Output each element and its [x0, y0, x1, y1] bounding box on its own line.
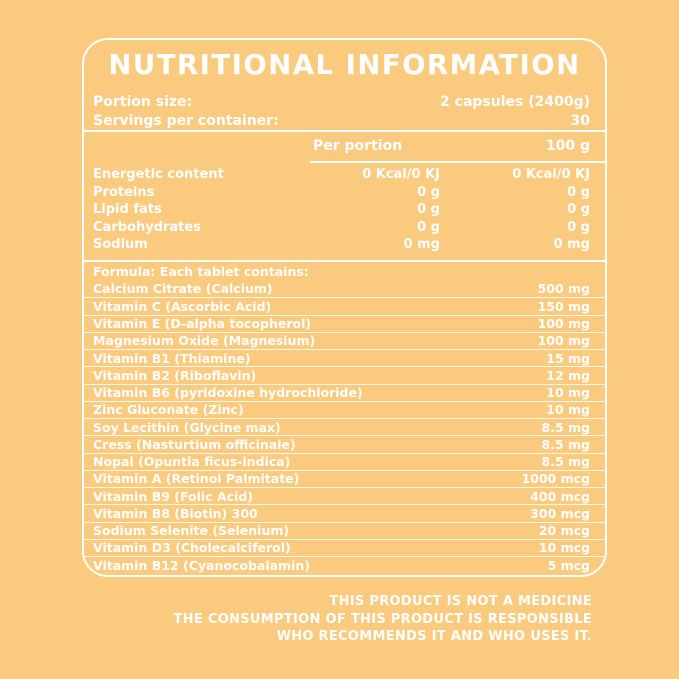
ingredient-label: Vitamin B8 (Biotin) 300 [93, 505, 258, 521]
disclaimer-line: WHO RECOMMENDS IT AND WHO USES IT. [276, 629, 592, 644]
formula-row: Vitamin B8 (Biotin) 300 300 mcg [84, 504, 605, 521]
nutrition-panel: NUTRITIONAL INFORMATION Portion size: 2 … [82, 38, 607, 577]
nutrient-label: Lipid fats [93, 202, 162, 217]
formula-row: Zinc Gluconate (Zinc) 10 mg [84, 400, 605, 418]
column-header-per-portion: Per portion [313, 138, 403, 154]
disclaimer: THIS PRODUCT IS NOT A MEDICINE THE CONSUM… [82, 593, 607, 646]
per-100g-value: 0 g [567, 219, 590, 235]
formula-row: Nopal (Opuntia ficus-indica) 8.5 mg [84, 452, 605, 470]
formula-row: Vitamin C (Ascorbic Acid) 150 mg [84, 297, 605, 314]
ingredient-amount: 400 mcg [530, 488, 590, 504]
per-100g-value: 0 mg [553, 237, 590, 252]
header-underline [310, 161, 605, 163]
ingredient-label: Vitamin C (Ascorbic Acid) [93, 298, 272, 314]
formula-row: Vitamin B2 (Riboflavin) 12 mg [84, 366, 605, 383]
ingredient-label: Vitamin A (Retinol Palmitate) [93, 471, 300, 487]
formula-row: Vitamin D3 (Cholecalciferol) 10 mcg [84, 538, 605, 556]
ingredient-label: Cress (Nasturtium officinale) [93, 436, 296, 452]
ingredient-label: Zinc Gluconate (Zinc) [93, 402, 244, 418]
ingredient-label: Calcium Citrate (Calcium) [93, 281, 273, 297]
ingredient-label: Vitamin E (D-alpha tocopherol) [93, 316, 312, 332]
formula-row: Vitamin A (Retinol Palmitate) 1000 mcg [84, 469, 605, 487]
nutrient-label: Energetic content [93, 167, 224, 182]
ingredient-label: Soy Lecithin (Glycine max) [93, 419, 281, 435]
ingredient-amount: 12 mg [546, 367, 590, 383]
ingredient-amount: 500 mg [537, 281, 590, 297]
disclaimer-line: THIS PRODUCT IS NOT A MEDICINE [329, 594, 592, 609]
ingredient-amount: 1000 mcg [521, 471, 590, 487]
ingredient-label: Vitamin D3 (Cholecalciferol) [93, 540, 291, 556]
ingredient-amount: 5 mcg [547, 557, 590, 573]
nutrition-row: Energetic content 0 Kcal/0 KJ 0 Kcal/0 K… [84, 166, 605, 184]
formula-row: Cress (Nasturtium officinale) 8.5 mg [84, 435, 605, 452]
nutrition-row: Carbohydrates 0 g 0 g [84, 219, 605, 237]
servings-label: Servings per container: [93, 112, 279, 129]
ingredient-label: Vitamin B2 (Riboflavin) [93, 367, 257, 383]
ingredient-label: Magnesium Oxide (Magnesium) [93, 333, 316, 349]
nutrition-rows: Energetic content 0 Kcal/0 KJ 0 Kcal/0 K… [84, 163, 605, 254]
ingredient-amount: 300 mcg [530, 505, 590, 521]
ingredient-label: Nopal (Opuntia ficus-indica) [93, 454, 291, 470]
formula-row: Vitamin B12 (Cyanocobalamin) 5 mcg [84, 556, 605, 573]
nutrition-row: Sodium 0 mg 0 mg [84, 236, 605, 254]
servings-value: 30 [570, 112, 590, 129]
formula-row: Magnesium Oxide (Magnesium) 100 mg [84, 331, 605, 349]
nutrient-label: Sodium [93, 237, 148, 252]
ingredient-amount: 100 mg [537, 316, 590, 332]
formula-row: Vitamin B1 (Thiamine) 15 mg [84, 349, 605, 366]
ingredient-label: Sodium Selenite (Selenium) [93, 523, 290, 539]
formula-row: Vitamin B9 (Folic Acid) 400 mcg [84, 487, 605, 504]
ingredient-label: Vitamin B6 (pyridoxine hydrochloride) [93, 385, 363, 401]
ingredient-amount: 8.5 mg [541, 454, 590, 470]
nutrition-table-header: Per portion 100 g [84, 130, 605, 161]
ingredient-amount: 10 mcg [538, 540, 590, 556]
formula-row: Soy Lecithin (Glycine max) 8.5 mg [84, 418, 605, 435]
disclaimer-line: THE CONSUMPTION OF THIS PRODUCT IS RESPO… [173, 611, 592, 627]
portion-info: Portion size: 2 capsules (2400g) Serving… [84, 93, 605, 130]
portion-size-value: 2 capsules (2400g) [440, 94, 590, 110]
per-100g-value: 0 g [567, 184, 590, 200]
formula-heading: Formula: Each tablet contains: [84, 260, 605, 280]
panel-title: NUTRITIONAL INFORMATION [108, 49, 581, 81]
portion-size-row: Portion size: 2 capsules (2400g) [84, 93, 605, 112]
ingredient-amount: 100 mg [537, 333, 590, 349]
ingredient-amount: 15 mg [546, 350, 590, 366]
per-portion-value: 0 Kcal/0 KJ [362, 167, 440, 182]
ingredient-amount: 20 mcg [538, 523, 590, 539]
formula-row: Sodium Selenite (Selenium) 20 mcg [84, 521, 605, 539]
column-header-100g: 100 g [545, 138, 590, 154]
nutrition-row: Proteins 0 g 0 g [84, 184, 605, 202]
formula-row: Vitamin E (D-alpha tocopherol) 100 mg [84, 314, 605, 332]
ingredient-amount: 8.5 mg [541, 419, 590, 435]
per-100g-value: 0 g [567, 202, 590, 217]
ingredient-label: Vitamin B1 (Thiamine) [93, 350, 251, 366]
ingredient-amount: 10 mg [546, 385, 590, 401]
ingredient-label: Vitamin B9 (Folic Acid) [93, 488, 253, 504]
per-portion-value: 0 mg [403, 237, 440, 252]
nutrition-row: Lipid fats 0 g 0 g [84, 201, 605, 219]
formula-row: Calcium Citrate (Calcium) 500 mg [84, 280, 605, 297]
nutrient-label: Proteins [93, 184, 155, 200]
ingredient-amount: 10 mg [546, 402, 590, 418]
formula-row: Vitamin B6 (pyridoxine hydrochloride) 10… [84, 383, 605, 401]
ingredient-amount: 150 mg [537, 298, 590, 314]
per-portion-value: 0 g [417, 202, 440, 217]
per-portion-value: 0 g [417, 184, 440, 200]
ingredient-label: Vitamin B12 (Cyanocobalamin) [93, 557, 310, 573]
portion-size-label: Portion size: [93, 94, 193, 110]
servings-row: Servings per container: 30 [84, 112, 605, 131]
formula-rows: Calcium Citrate (Calcium) 500 mg Vitamin… [84, 280, 605, 573]
per-100g-value: 0 Kcal/0 KJ [512, 167, 590, 182]
per-portion-value: 0 g [417, 219, 440, 235]
ingredient-amount: 8.5 mg [541, 436, 590, 452]
nutrient-label: Carbohydrates [93, 219, 201, 235]
